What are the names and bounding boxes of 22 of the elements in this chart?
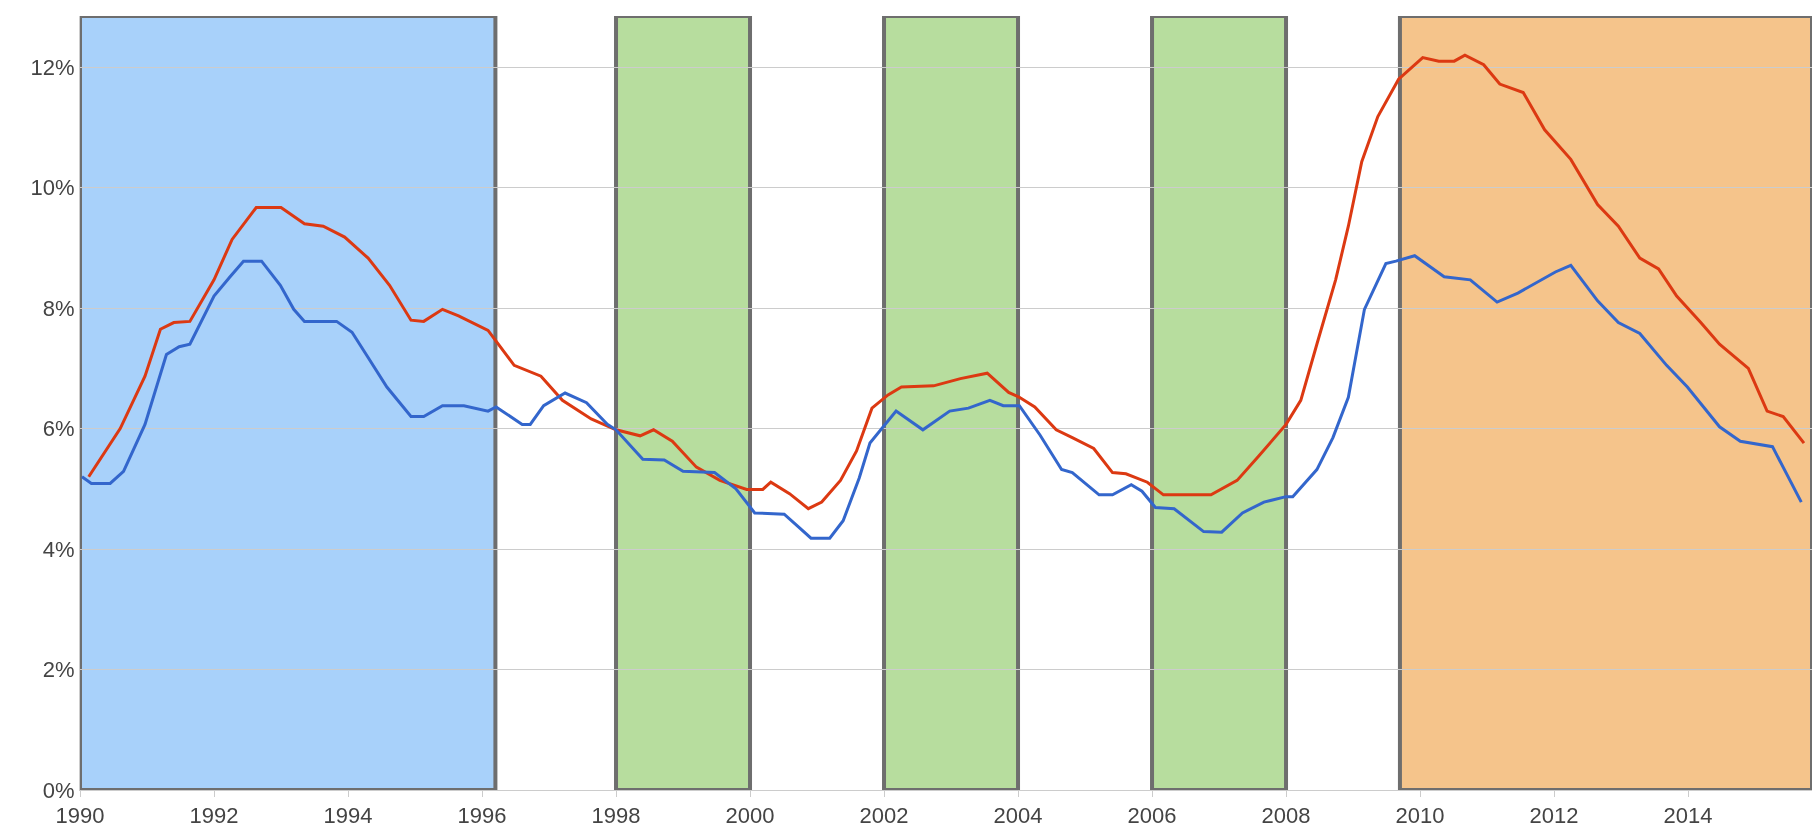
x-tick-label: 2006 [1127, 803, 1177, 829]
x-tick-label: 2008 [1261, 803, 1311, 829]
x-tick-label: 2014 [1663, 803, 1713, 829]
y-tick-label: 12% [30, 54, 75, 80]
x-tick-label: 2002 [859, 803, 909, 829]
x-tick-label: 1998 [591, 803, 641, 829]
x-tick-label: 1992 [189, 803, 239, 829]
y-tick-label: 4% [42, 536, 75, 562]
x-tick-label: 2012 [1529, 803, 1579, 829]
y-tick-label: 8% [42, 295, 75, 321]
x-tick-label: 1994 [323, 803, 373, 829]
line-series [80, 254, 1803, 540]
x-tick-label: 1990 [55, 803, 105, 829]
x-tick-label: 2000 [725, 803, 775, 829]
y-tick-label: 0% [42, 777, 75, 803]
line-series [87, 53, 1806, 511]
y-tick-label: 6% [42, 416, 75, 442]
x-tick-label: 1996 [457, 803, 507, 829]
x-tick-label: 2010 [1395, 803, 1445, 829]
y-tick-label: 10% [30, 175, 75, 201]
y-tick-label: 2% [42, 657, 75, 683]
x-tick-label: 2004 [993, 803, 1043, 829]
